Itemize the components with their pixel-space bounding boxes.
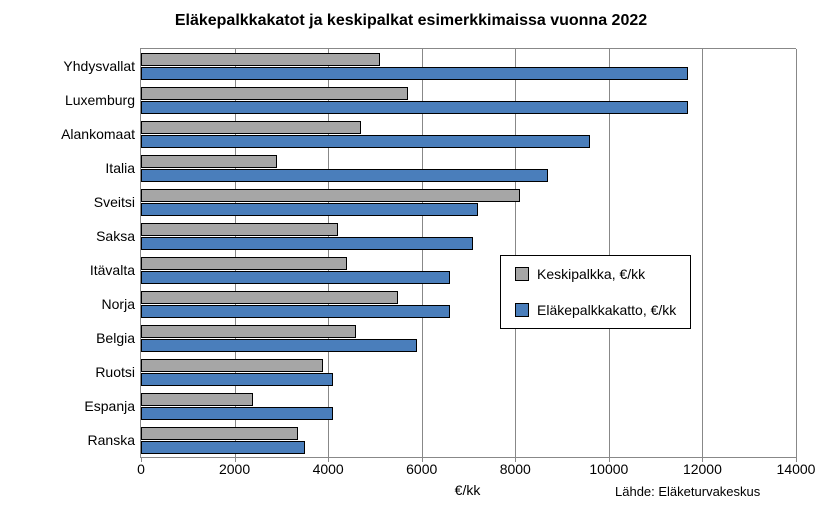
chart-title: Eläkepalkkakatot ja keskipalkat esimerkk… xyxy=(0,12,822,30)
xtick-label: 2000 xyxy=(219,457,250,477)
bar xyxy=(141,155,277,168)
bar xyxy=(141,203,478,216)
bar xyxy=(141,427,298,440)
bar xyxy=(141,237,473,250)
bar xyxy=(141,257,347,270)
ytick-label: Itävalta xyxy=(90,262,141,278)
bar xyxy=(141,87,408,100)
ytick-label: Luxemburg xyxy=(65,92,141,108)
ytick-label: Yhdysvallat xyxy=(63,58,141,74)
xtick-label: 0 xyxy=(137,457,145,477)
ytick-label: Belgia xyxy=(96,330,141,346)
legend-item: Keskipalkka, €/kk xyxy=(515,266,676,282)
chart-container: Eläkepalkkakatot ja keskipalkat esimerkk… xyxy=(0,0,822,523)
ytick-label: Italia xyxy=(105,160,141,176)
xtick-label: 10000 xyxy=(589,457,628,477)
legend: Keskipalkka, €/kk Eläkepalkkakatto, €/kk xyxy=(500,255,691,329)
bar xyxy=(141,325,356,338)
bar xyxy=(141,373,333,386)
gridline xyxy=(702,49,703,457)
bar xyxy=(141,101,688,114)
bar xyxy=(141,189,520,202)
ytick-label: Ruotsi xyxy=(95,364,141,380)
xtick-label: 6000 xyxy=(406,457,437,477)
bar xyxy=(141,291,398,304)
source-label: Lähde: Eläketurvakeskus xyxy=(615,484,760,499)
x-axis-label: €/kk xyxy=(418,482,518,498)
bar xyxy=(141,305,450,318)
ytick-label: Norja xyxy=(102,296,141,312)
bar xyxy=(141,359,323,372)
xtick-label: 14000 xyxy=(777,457,816,477)
ytick-label: Ranska xyxy=(88,432,141,448)
ytick-label: Saksa xyxy=(96,228,141,244)
bar xyxy=(141,53,380,66)
legend-label: Eläkepalkkakatto, €/kk xyxy=(537,302,676,318)
legend-swatch xyxy=(515,303,529,317)
xtick-label: 12000 xyxy=(683,457,722,477)
gridline xyxy=(796,49,797,457)
bar xyxy=(141,67,688,80)
bar xyxy=(141,271,450,284)
ytick-label: Sveitsi xyxy=(94,194,141,210)
legend-item: Eläkepalkkakatto, €/kk xyxy=(515,302,676,318)
bar xyxy=(141,339,417,352)
bar xyxy=(141,121,361,134)
xtick-label: 4000 xyxy=(313,457,344,477)
bar xyxy=(141,393,253,406)
legend-swatch xyxy=(515,267,529,281)
legend-label: Keskipalkka, €/kk xyxy=(537,266,645,282)
bar xyxy=(141,223,338,236)
bar xyxy=(141,135,590,148)
xtick-label: 8000 xyxy=(500,457,531,477)
plot-area: 02000400060008000100001200014000Yhdysval… xyxy=(140,48,796,458)
bar xyxy=(141,169,548,182)
ytick-label: Alankomaat xyxy=(61,126,141,142)
ytick-label: Espanja xyxy=(84,398,141,414)
bar xyxy=(141,441,305,454)
bar xyxy=(141,407,333,420)
